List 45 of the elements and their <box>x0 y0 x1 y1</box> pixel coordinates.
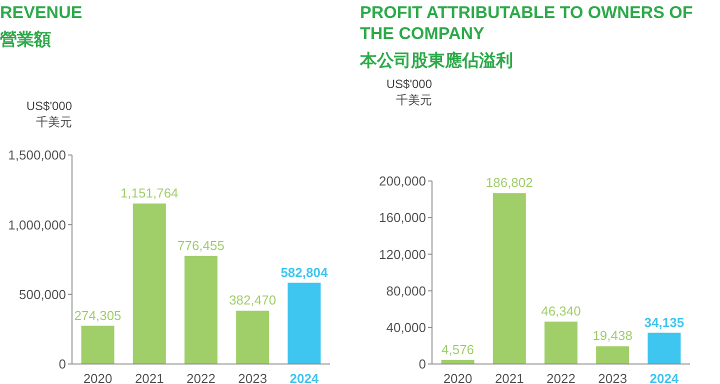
data-label: 186,802 <box>486 175 533 190</box>
data-label: 4,576 <box>442 342 474 357</box>
data-label: 274,305 <box>74 308 122 323</box>
y-tick-label: 500,000 <box>19 286 66 302</box>
data-label: 46,340 <box>541 304 581 319</box>
x-tick-label: 2022 <box>546 371 576 384</box>
x-tick-label: 2024 <box>290 371 320 384</box>
data-label: 582,804 <box>280 264 328 280</box>
y-tick-label: 40,000 <box>386 320 426 336</box>
y-axis-title: US$'000 千美元 <box>385 76 432 108</box>
x-tick-label: 2020 <box>83 371 112 384</box>
x-tick-label: 2023 <box>598 371 628 384</box>
x-tick-label: 2021 <box>134 371 164 384</box>
chart-subtitle: 營業額 <box>0 29 52 50</box>
y-tick-label: 120,000 <box>379 246 426 262</box>
bar <box>648 332 681 364</box>
y-axis-title: US$'000 千美元 <box>25 98 72 130</box>
bar <box>288 282 321 364</box>
y-tick-label: 200,000 <box>379 174 426 189</box>
data-label: 19,438 <box>592 328 632 344</box>
x-tick-label: 2024 <box>650 371 680 384</box>
x-tick-label: 2023 <box>238 371 268 384</box>
x-tick-label: 2021 <box>494 371 524 384</box>
chart-title: REVENUE <box>0 2 84 23</box>
data-label: 1,151,764 <box>120 186 178 201</box>
bar <box>596 346 630 364</box>
y-tick-label: 1,500,000 <box>8 148 66 163</box>
data-label: 776,455 <box>177 238 224 253</box>
data-label: 382,470 <box>229 292 276 308</box>
y-tick-label: 80,000 <box>386 283 426 298</box>
bar <box>81 326 114 364</box>
y-tick-label: 1,000,000 <box>8 217 66 232</box>
chart-subtitle: 本公司股東應佔溢利 <box>360 50 514 71</box>
bar <box>492 193 526 364</box>
bar <box>236 310 270 364</box>
y-tick-label: 0 <box>418 356 426 372</box>
y-tick-label: 0 <box>58 356 66 372</box>
x-tick-label: 2020 <box>443 371 472 384</box>
bar <box>544 322 578 364</box>
bar <box>132 204 166 364</box>
data-label: 34,135 <box>644 314 684 330</box>
y-tick-label: 160,000 <box>379 210 426 226</box>
x-tick-label: 2022 <box>186 371 216 384</box>
chart-title: PROFIT ATTRIBUTABLE TO OWNERS OF THE COMPANY <box>360 2 694 44</box>
bar <box>184 256 218 364</box>
